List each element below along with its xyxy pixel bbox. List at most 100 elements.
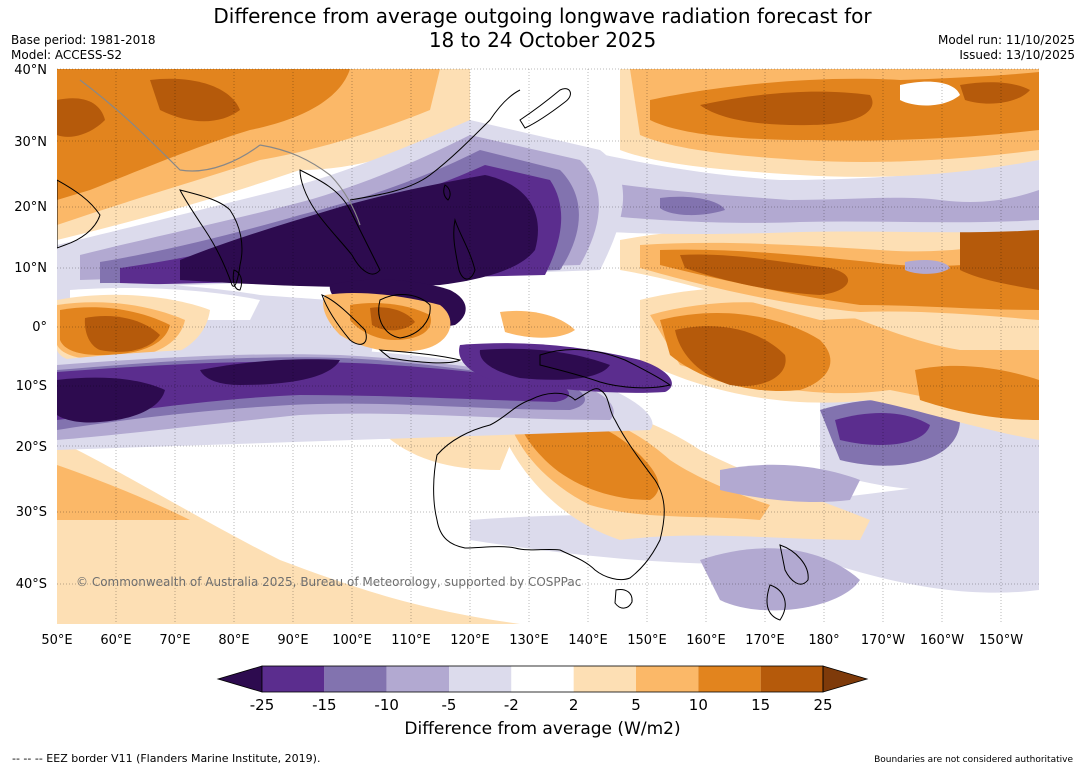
anomaly-region — [700, 548, 860, 611]
longitude-label: 130°E — [509, 633, 549, 648]
country-borders — [79, 79, 361, 226]
anomaly-region — [57, 465, 190, 520]
anomaly-region — [835, 413, 930, 445]
colorbar-extend-high — [822, 665, 869, 693]
sri-lanka-coastline — [232, 269, 243, 291]
latitude-tick-labels: 40°N 30°N 20°N 10°N 0° 10°S 20°S 30°S 40°S — [14, 63, 47, 592]
latitude-label: 0° — [32, 320, 47, 335]
colorbar-label: -2 — [504, 696, 519, 714]
latitude-label: 20°N — [14, 200, 47, 215]
eez-border-note: -- -- -- EEZ border V11 (Flanders Marine… — [12, 752, 321, 765]
longitude-label: 180° — [808, 633, 839, 648]
sumatra-coastline — [321, 294, 367, 345]
longitude-label: 60°E — [100, 633, 131, 648]
longitude-label: 120°E — [450, 633, 490, 648]
java-coastline — [378, 349, 462, 364]
base-period: Base period: 1981-2018 — [11, 33, 156, 47]
colorbar-segment — [262, 666, 325, 692]
colorbar-label: 2 — [569, 696, 579, 714]
anomaly-region — [720, 464, 860, 502]
longitude-label: 170°E — [745, 633, 785, 648]
colorbar-label: -5 — [442, 696, 457, 714]
colorbar-segment — [698, 666, 761, 692]
model-info-left: Base period: 1981-2018 Model: ACCESS-S2 — [11, 33, 156, 63]
colorbar-label: 10 — [689, 696, 708, 714]
coastlines — [57, 88, 809, 621]
longitude-label: 70°E — [159, 633, 190, 648]
china-coastline — [349, 89, 521, 201]
longitude-label: 80°E — [218, 633, 249, 648]
anomaly-region — [150, 78, 240, 122]
latitude-label: 10°N — [14, 261, 47, 276]
longitude-label: 160°E — [686, 633, 726, 648]
colorbar-segment — [386, 666, 449, 692]
colorbar-frame — [261, 665, 824, 693]
anomaly-region — [660, 196, 725, 216]
anomaly-region — [479, 348, 610, 380]
colorbar-segment — [573, 666, 636, 692]
longitude-label: 100°E — [332, 633, 372, 648]
colorbar-segment — [324, 666, 387, 692]
longitude-label: 50°E — [41, 633, 72, 648]
latitude-label: 40°N — [14, 63, 47, 78]
issued-date: Issued: 13/10/2025 — [959, 48, 1075, 62]
anomaly-field — [57, 69, 1039, 624]
anomaly-region — [700, 91, 873, 126]
longitude-label: 150°W — [979, 633, 1023, 648]
title-line-2: 18 to 24 October 2025 — [428, 28, 657, 52]
colorbar-segment — [449, 666, 512, 692]
title-line-1: Difference from average outgoing longwav… — [213, 4, 872, 28]
colorbar-label: -15 — [312, 696, 337, 714]
boundaries-disclaimer: Boundaries are not considered authoritat… — [874, 755, 1073, 765]
taiwan-coastline — [443, 184, 451, 201]
longitude-label: 90°E — [277, 633, 308, 648]
copyright-notice: © Commonwealth of Australia 2025, Bureau… — [76, 575, 582, 589]
colorbar-segment — [511, 666, 574, 692]
anomaly-region — [57, 377, 165, 423]
latitude-label: 30°S — [16, 505, 47, 520]
anomaly-region — [57, 440, 520, 624]
anomaly-region — [905, 260, 950, 274]
colorbar-label: -25 — [250, 696, 275, 714]
anomaly-region — [960, 82, 1030, 104]
longitude-label: 110°E — [391, 633, 431, 648]
latitude-label: 40°S — [16, 577, 47, 592]
anomaly-region — [57, 98, 105, 137]
australia-coastline — [433, 388, 665, 581]
colorbar — [216, 665, 869, 693]
philippines-coastline — [453, 218, 476, 280]
anomaly-region — [519, 414, 659, 500]
new-zealand-coastline — [766, 544, 809, 621]
anomaly-region — [680, 254, 849, 295]
colorbar-label: 25 — [813, 696, 832, 714]
colorbar-label: 15 — [751, 696, 770, 714]
anomaly-region — [84, 315, 160, 352]
anomaly-region — [500, 310, 575, 338]
colorbar-label: 5 — [631, 696, 641, 714]
anomaly-region — [180, 175, 538, 288]
anomaly-region — [57, 361, 570, 420]
new-guinea-coastline — [539, 349, 672, 389]
latitude-label: 20°S — [16, 440, 47, 455]
longitude-label: 150°E — [627, 633, 667, 648]
anomaly-region — [200, 359, 340, 385]
anomaly-region — [675, 326, 786, 386]
colorbar-segment — [636, 666, 699, 692]
tasmania-coastline — [614, 589, 633, 609]
colorbar-segment — [760, 666, 823, 692]
colorbar-title: Difference from average (W/m2) — [404, 719, 681, 739]
anomaly-region — [900, 81, 960, 106]
anomaly-region — [915, 365, 1039, 420]
anomaly-region — [57, 69, 350, 200]
longitude-tick-labels: 50°E 60°E 70°E 80°E 90°E 100°E 110°E 120°E 130°E… — [41, 633, 1023, 648]
longitude-label: 170°W — [861, 633, 905, 648]
colorbar-tick-labels: -25 -15 -10 -5 -2 2 5 10 15 25 — [250, 696, 833, 714]
model-run: Model run: 11/10/2025 — [937, 33, 1075, 47]
gridlines — [57, 68, 1039, 624]
colorbar-label: -10 — [374, 696, 399, 714]
map-title: Difference from average outgoing longwav… — [0, 4, 1085, 52]
anomaly-region — [370, 307, 415, 331]
latitude-label: 30°N — [14, 135, 47, 150]
southeast-asia-coastline — [299, 169, 381, 275]
